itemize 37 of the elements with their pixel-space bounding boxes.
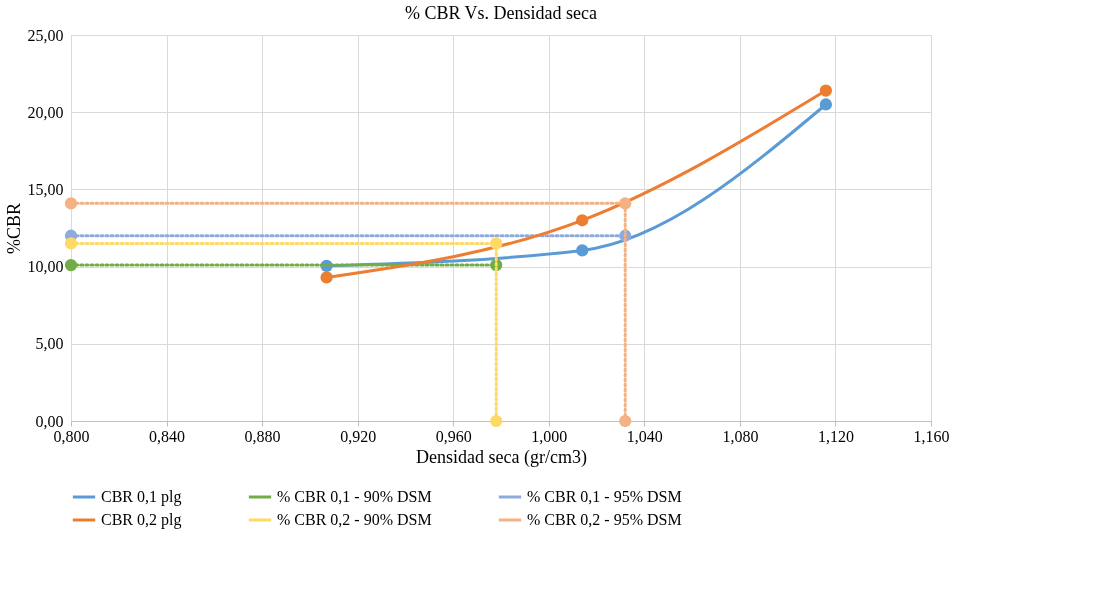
point — [64, 237, 78, 250]
x-tick-label: 1,120 — [817, 427, 854, 445]
y-tick-label: 25,00 — [27, 26, 64, 44]
y-tick-label: 0,00 — [35, 412, 64, 430]
legend-label: CBR 0,1 plg — [101, 488, 182, 506]
x-axis-title: Densidad seca (gr/cm3) — [416, 446, 587, 468]
x-tick-label: 0,880 — [244, 427, 281, 445]
point — [320, 271, 333, 284]
point — [490, 414, 503, 428]
y-tick-label: 20,00 — [27, 103, 64, 121]
point — [619, 414, 632, 428]
legend-label: % CBR 0,1 - 90% DSM — [277, 488, 432, 505]
point — [819, 84, 833, 97]
point — [64, 258, 78, 272]
x-tick-label: 0,800 — [53, 427, 90, 445]
legend-label: % CBR 0,2 - 90% DSM — [277, 511, 432, 528]
y-tick-label: 10,00 — [27, 258, 64, 276]
y-tick-label: 5,00 — [35, 335, 64, 353]
chart-title: % CBR Vs. Densidad seca — [404, 3, 598, 23]
x-tick-label: 1,040 — [626, 427, 663, 445]
point — [819, 98, 833, 111]
legend-label: % CBR 0,1 - 95% DSM — [527, 488, 682, 505]
x-tick-label: 1,080 — [722, 427, 759, 445]
point — [490, 237, 503, 250]
point — [64, 197, 78, 210]
point — [619, 197, 632, 210]
point — [576, 244, 589, 257]
legend-label: CBR 0,2 plg — [101, 511, 182, 529]
point — [576, 214, 589, 227]
x-tick-label: 0,840 — [149, 427, 186, 445]
y-tick-label: 15,00 — [27, 180, 64, 198]
legend-label: % CBR 0,2 - 95% DSM — [527, 511, 682, 528]
x-tick-label: 0,920 — [340, 427, 377, 445]
x-tick-label: 0,960 — [435, 427, 472, 445]
y-axis-title: %CBR — [3, 202, 24, 255]
x-tick-label: 1,160 — [913, 427, 950, 445]
x-tick-label: 1,000 — [531, 427, 568, 445]
